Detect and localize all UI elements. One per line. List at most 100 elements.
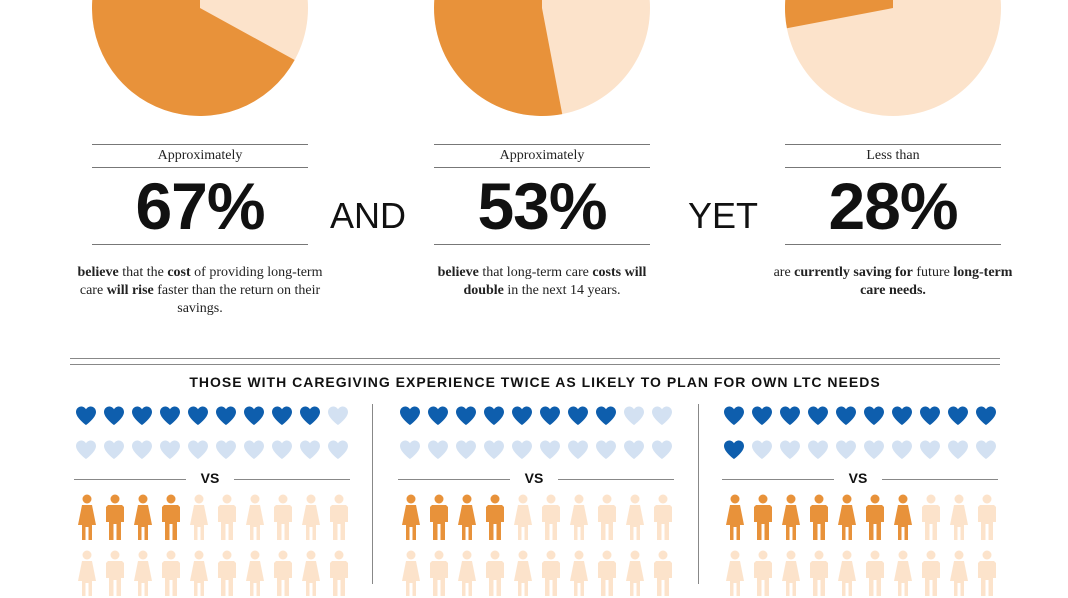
man-icon xyxy=(330,494,348,540)
divider xyxy=(434,144,650,145)
heart-icon xyxy=(540,440,560,459)
description-run: future xyxy=(912,265,954,280)
description-run: are xyxy=(773,265,795,280)
heart-icon xyxy=(836,406,856,425)
heart-icon xyxy=(624,440,644,459)
vs-label: VS xyxy=(200,470,220,486)
man-icon xyxy=(654,550,672,596)
heart-icon xyxy=(920,440,940,459)
pie-chart-53 xyxy=(434,0,650,116)
heart-icon xyxy=(484,440,504,459)
pie-chart-28 xyxy=(785,0,1001,116)
man-icon xyxy=(810,494,828,540)
woman-icon xyxy=(950,494,968,540)
description-run: currently saving for xyxy=(794,265,913,280)
heart-icon xyxy=(808,440,828,459)
heart-icon xyxy=(160,440,180,459)
heart-icon xyxy=(892,406,912,425)
heart-icon xyxy=(76,406,96,425)
woman-icon xyxy=(514,550,532,596)
heart-icon xyxy=(300,406,320,425)
heart-icon xyxy=(976,440,996,459)
heart-icon xyxy=(624,406,644,425)
vs-rule xyxy=(882,479,998,480)
heart-icon xyxy=(104,440,124,459)
heart-icon xyxy=(300,440,320,459)
column-divider xyxy=(372,404,373,584)
woman-icon xyxy=(838,494,856,540)
stat-value: 53% xyxy=(477,169,607,243)
heart-icon xyxy=(892,440,912,459)
man-icon xyxy=(978,550,996,596)
stat-qualifier: Less than xyxy=(866,148,920,163)
heart-icon xyxy=(512,440,532,459)
divider xyxy=(785,167,1001,168)
heart-icon xyxy=(976,406,996,425)
stat-block-28: Less than 28% xyxy=(785,144,1001,245)
stat-block-67: Approximately 67% xyxy=(92,144,308,245)
divider xyxy=(785,244,1001,245)
heart-icon xyxy=(596,406,616,425)
man-icon xyxy=(542,494,560,540)
heart-icon xyxy=(752,440,772,459)
divider xyxy=(785,144,1001,145)
pie-chart-67 xyxy=(92,0,308,116)
divider xyxy=(434,167,650,168)
description-run: believe xyxy=(437,265,479,280)
woman-icon xyxy=(302,494,320,540)
divider xyxy=(434,244,650,245)
stat-description-28: are currently saving for future long-ter… xyxy=(770,264,1016,300)
connector-and: AND xyxy=(330,195,407,236)
man-icon xyxy=(654,494,672,540)
woman-icon xyxy=(626,494,644,540)
description-run: that the xyxy=(118,265,168,280)
vs-rule xyxy=(234,479,350,480)
man-icon xyxy=(430,494,448,540)
heart-icon xyxy=(724,406,744,425)
woman-icon xyxy=(134,550,152,596)
woman-icon xyxy=(894,494,912,540)
man-icon xyxy=(486,550,504,596)
man-icon xyxy=(218,550,236,596)
woman-icon xyxy=(782,550,800,596)
divider xyxy=(92,167,308,168)
woman-icon xyxy=(302,550,320,596)
woman-icon xyxy=(246,494,264,540)
stat-block-53: Approximately 53% xyxy=(434,144,650,245)
man-icon xyxy=(754,494,772,540)
stat-description-53: believe that long-term care costs will d… xyxy=(422,264,662,300)
vs-label: VS xyxy=(848,470,868,486)
man-icon xyxy=(542,550,560,596)
divider xyxy=(92,144,308,145)
heart-icon xyxy=(244,406,264,425)
man-icon xyxy=(922,550,940,596)
heart-icon xyxy=(328,406,348,425)
heart-icon xyxy=(948,440,968,459)
man-icon xyxy=(866,494,884,540)
man-icon xyxy=(106,550,124,596)
man-icon xyxy=(162,494,180,540)
description-run: long-term care needs. xyxy=(860,265,1013,298)
section-divider xyxy=(70,358,1000,365)
description-run: of providing long-term care xyxy=(79,265,323,298)
pie-value-slice xyxy=(785,0,893,29)
pie-remainder-slice xyxy=(785,0,1001,116)
section-title: THOSE WITH CAREGIVING EXPERIENCE TWICE A… xyxy=(189,374,881,390)
pie-value-slice xyxy=(92,0,295,116)
vs-rule xyxy=(558,479,674,480)
heart-icon xyxy=(456,440,476,459)
woman-icon xyxy=(402,494,420,540)
heart-icon xyxy=(724,440,744,459)
man-icon xyxy=(978,494,996,540)
heart-icon xyxy=(428,406,448,425)
heart-icon xyxy=(864,406,884,425)
heart-icon xyxy=(568,440,588,459)
heart-icon xyxy=(948,406,968,425)
heart-icon xyxy=(188,406,208,425)
woman-icon xyxy=(190,550,208,596)
description-run: costs will double xyxy=(463,265,647,298)
stat-description-67: believe that the cost of providing long-… xyxy=(76,264,324,318)
woman-icon xyxy=(782,494,800,540)
heart-icon xyxy=(272,406,292,425)
man-icon xyxy=(162,550,180,596)
